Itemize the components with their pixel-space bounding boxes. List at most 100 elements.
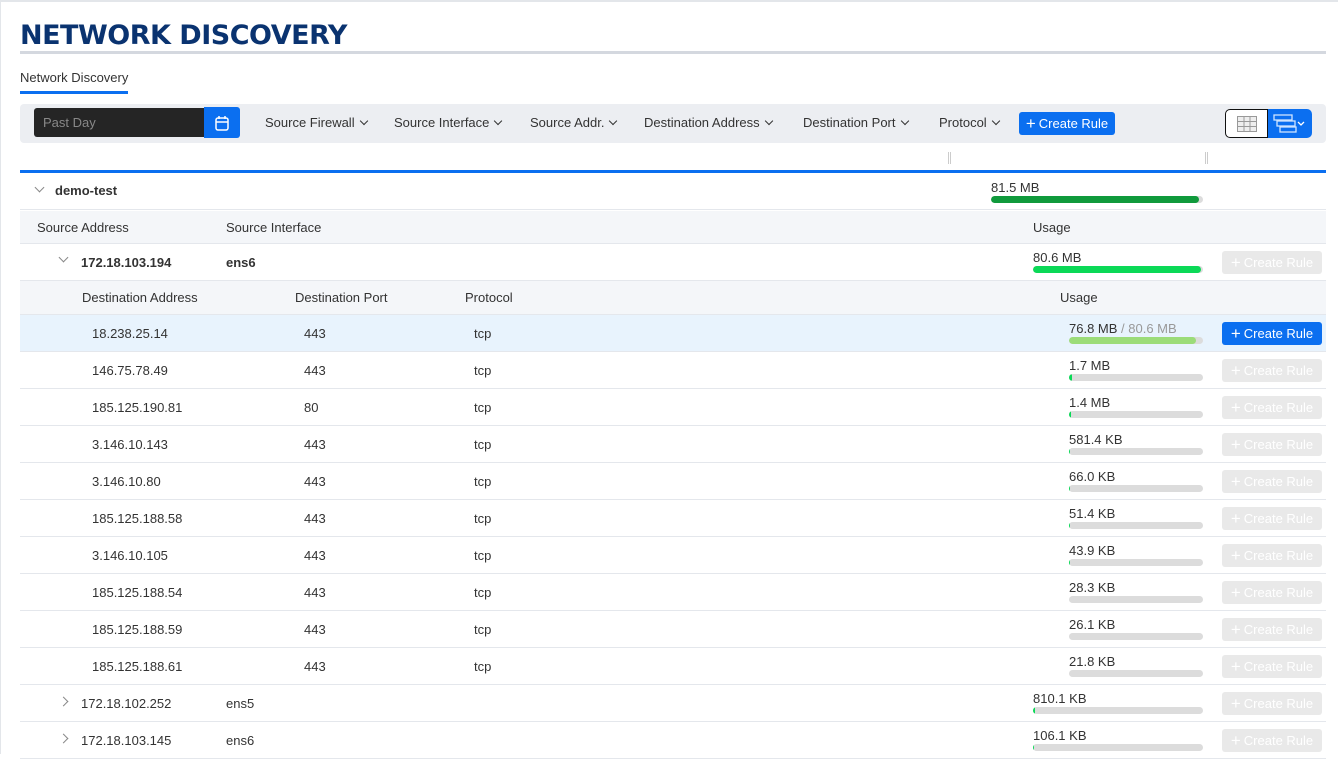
plus-icon: + <box>1231 325 1241 342</box>
create-rule-label: Create Rule <box>1244 363 1313 378</box>
destination-row[interactable]: 18.238.25.14 443 tcp 76.8 MB / 80.6 MB +Crea… <box>20 315 1326 352</box>
plus-icon: + <box>1231 547 1241 564</box>
usage-value: 66.0 KB <box>1069 469 1115 484</box>
chevron-down-icon[interactable] <box>35 183 45 193</box>
usage-bar <box>1033 744 1203 751</box>
create-rule-button: +Create Rule <box>1222 359 1322 382</box>
destination-address: 185.125.188.59 <box>92 622 182 637</box>
filter-dropdown[interactable]: Protocol <box>939 115 999 130</box>
date-range-input[interactable]: Past Day <box>34 108 204 137</box>
usage-bar-fill <box>1069 374 1072 381</box>
create-rule-button: +Create Rule <box>1222 729 1322 752</box>
protocol: tcp <box>474 400 491 415</box>
plus-icon: + <box>1231 510 1241 527</box>
destination-address: 185.125.188.54 <box>92 585 182 600</box>
usage-bar <box>1069 670 1203 677</box>
create-rule-label: Create Rule <box>1244 733 1313 748</box>
usage-bar-fill <box>991 196 1199 203</box>
usage-bar <box>1069 596 1203 603</box>
protocol: tcp <box>474 548 491 563</box>
calendar-icon <box>215 115 229 131</box>
tab-network-discovery[interactable]: Network Discovery <box>20 70 128 94</box>
create-rule-label: Create Rule <box>1244 255 1313 270</box>
filter-label: Destination Port <box>803 115 896 130</box>
create-rule-button: +Create Rule <box>1222 692 1322 715</box>
destination-port: 443 <box>304 511 326 526</box>
create-rule-label: Create Rule <box>1244 437 1313 452</box>
usage-value: 28.3 KB <box>1069 580 1115 595</box>
chevron-down-icon <box>764 117 772 125</box>
usage-bar <box>991 196 1203 203</box>
create-rule-button[interactable]: +Create Rule <box>1222 322 1322 345</box>
protocol: tcp <box>474 363 491 378</box>
create-rule-label: Create Rule <box>1244 511 1313 526</box>
source-address: 172.18.103.194 <box>81 255 171 270</box>
filter-dropdown[interactable]: Destination Address <box>644 115 772 130</box>
filter-label: Source Interface <box>394 115 489 130</box>
destination-port: 443 <box>304 326 326 341</box>
chevron-down-icon <box>609 117 617 125</box>
usage-bar <box>1069 374 1203 381</box>
plus-icon: + <box>1231 473 1241 490</box>
destination-usage: 43.9 KB <box>1069 543 1115 558</box>
tree-view-dropdown[interactable] <box>1268 109 1312 138</box>
destination-address: 185.125.190.81 <box>92 400 182 415</box>
chevron-down-icon <box>991 117 999 125</box>
usage-bar-fill <box>1033 707 1035 714</box>
column-resizer[interactable] <box>948 152 951 164</box>
usage-bar <box>1069 337 1203 344</box>
group-name: demo-test <box>55 183 117 198</box>
chevron-right-icon[interactable] <box>59 697 69 707</box>
table-view-button[interactable] <box>1225 109 1268 138</box>
destination-port: 443 <box>304 585 326 600</box>
protocol: tcp <box>474 511 491 526</box>
destination-port: 443 <box>304 437 326 452</box>
create-rule-label: Create Rule <box>1244 326 1313 341</box>
usage-bar-fill <box>1069 411 1071 418</box>
create-rule-label: Create Rule <box>1244 548 1313 563</box>
usage-total: / 80.6 MB <box>1121 321 1177 336</box>
destination-address: 18.238.25.14 <box>92 326 168 341</box>
destination-usage: 26.1 KB <box>1069 617 1115 632</box>
usage-value: 26.1 KB <box>1069 617 1115 632</box>
create-rule-button[interactable]: +Create Rule <box>1019 112 1115 135</box>
protocol: tcp <box>474 326 491 341</box>
usage-bar <box>1033 707 1203 714</box>
filter-dropdown[interactable]: Destination Port <box>803 115 908 130</box>
plus-icon: + <box>1231 732 1241 749</box>
column-resizer[interactable] <box>1205 152 1208 164</box>
filter-label: Source Addr. <box>530 115 604 130</box>
filter-dropdown[interactable]: Source Interface <box>394 115 501 130</box>
usage-value: 1.4 MB <box>1069 395 1110 410</box>
filter-dropdown[interactable]: Source Firewall <box>265 115 367 130</box>
create-rule-label: Create Rule <box>1244 585 1313 600</box>
chevron-down-icon[interactable] <box>59 253 69 263</box>
chevron-right-icon[interactable] <box>59 734 69 744</box>
calendar-button[interactable] <box>204 107 240 138</box>
destination-usage: 21.8 KB <box>1069 654 1115 669</box>
usage-value: 51.4 KB <box>1069 506 1115 521</box>
plus-icon: + <box>1026 115 1036 132</box>
grid-icon <box>1237 116 1257 132</box>
destination-usage: 28.3 KB <box>1069 580 1115 595</box>
plus-icon: + <box>1231 658 1241 675</box>
filter-dropdown[interactable]: Source Addr. <box>530 115 616 130</box>
usage-value: 76.8 MB <box>1069 321 1117 336</box>
usage-value: 43.9 KB <box>1069 543 1115 558</box>
destination-port: 443 <box>304 548 326 563</box>
destination-usage: 76.8 MB / 80.6 MB <box>1069 321 1177 336</box>
